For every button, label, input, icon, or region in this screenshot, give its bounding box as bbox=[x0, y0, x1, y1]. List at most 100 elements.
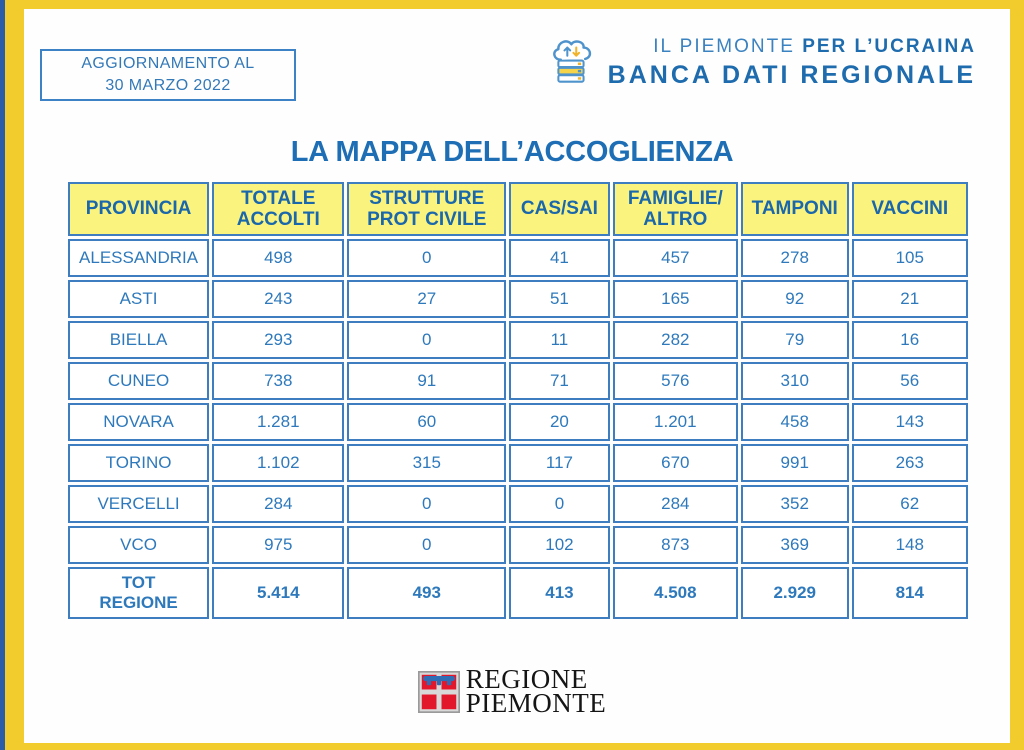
value-cell: 670 bbox=[612, 444, 738, 482]
column-header: CAS/SAI bbox=[509, 182, 610, 236]
value-cell: 117 bbox=[509, 444, 610, 482]
value-cell: 91 bbox=[347, 362, 507, 400]
column-header: FAMIGLIE/ ALTRO bbox=[612, 182, 738, 236]
value-cell: 51 bbox=[509, 280, 610, 318]
value-cell: 369 bbox=[740, 526, 849, 564]
value-cell: 105 bbox=[851, 239, 968, 277]
table-row: NOVARA 1.281 60 20 1.201 458 143 bbox=[68, 403, 968, 441]
update-date-line1: AGGIORNAMENTO AL bbox=[81, 55, 255, 73]
value-cell: 576 bbox=[612, 362, 738, 400]
value-cell: 71 bbox=[509, 362, 610, 400]
value-cell: 11 bbox=[509, 321, 610, 359]
brand-line2: BANCA DATI REGIONALE bbox=[607, 61, 976, 89]
province-cell: NOVARA bbox=[68, 403, 210, 441]
value-cell: 873 bbox=[612, 526, 738, 564]
reception-table-wrap: PROVINCIA TOTALE ACCOLTI STRUTTURE PROT CI… bbox=[62, 179, 974, 622]
province-cell: BIELLA bbox=[68, 321, 210, 359]
value-cell: 293 bbox=[212, 321, 345, 359]
value-cell: 282 bbox=[612, 321, 738, 359]
value-cell: 62 bbox=[851, 485, 968, 523]
page-title: LA MAPPA DELL’ACCOGLIENZA bbox=[290, 136, 734, 168]
value-cell: 458 bbox=[740, 403, 849, 441]
value-cell: 102 bbox=[509, 526, 610, 564]
value-cell: 493 bbox=[347, 567, 507, 619]
table-row: VCO 975 0 102 873 369 148 bbox=[68, 526, 968, 564]
value-cell: 284 bbox=[612, 485, 738, 523]
value-cell: 243 bbox=[212, 280, 345, 318]
province-cell: ALESSANDRIA bbox=[68, 239, 210, 277]
value-cell: 143 bbox=[851, 403, 968, 441]
left-edge-blue-stripe bbox=[0, 0, 5, 750]
value-cell: 1.201 bbox=[612, 403, 738, 441]
value-cell: 738 bbox=[212, 362, 345, 400]
value-cell: 27 bbox=[347, 280, 507, 318]
table-row: ASTI 243 27 51 165 92 21 bbox=[68, 280, 968, 318]
province-cell: VERCELLI bbox=[68, 485, 210, 523]
piemonte-shield-icon bbox=[417, 669, 460, 715]
update-date-box: AGGIORNAMENTO AL 30 MARZO 2022 bbox=[40, 49, 296, 101]
column-header: TAMPONI bbox=[740, 182, 849, 236]
reception-table: PROVINCIA TOTALE ACCOLTI STRUTTURE PROT CI… bbox=[65, 179, 971, 622]
total-row: TOT REGIONE 5.414 493 413 4.508 2.929 814 bbox=[68, 567, 968, 619]
update-date-line2: 30 MARZO 2022 bbox=[105, 77, 231, 94]
value-cell: 284 bbox=[212, 485, 345, 523]
value-cell: 5.414 bbox=[212, 567, 345, 619]
column-header: PROVINCIA bbox=[68, 182, 210, 236]
value-cell: 0 bbox=[347, 485, 507, 523]
table-row: VERCELLI 284 0 0 284 352 62 bbox=[68, 485, 968, 523]
footer-logo: REGIONE PIEMONTE bbox=[0, 664, 1024, 718]
value-cell: 4.508 bbox=[612, 567, 738, 619]
column-header: STRUTTURE PROT CIVILE bbox=[347, 182, 507, 236]
brand-line1-regular: IL PIEMONTE bbox=[653, 36, 803, 57]
footer-logo-line1: REGIONE bbox=[465, 664, 588, 694]
value-cell: 60 bbox=[347, 403, 507, 441]
value-cell: 20 bbox=[509, 403, 610, 441]
value-cell: 165 bbox=[612, 280, 738, 318]
value-cell: 278 bbox=[740, 239, 849, 277]
value-cell: 457 bbox=[612, 239, 738, 277]
table-row: ALESSANDRIA 498 0 41 457 278 105 bbox=[68, 239, 968, 277]
value-cell: 975 bbox=[212, 526, 345, 564]
footer-logo-line2: PIEMONTE bbox=[465, 687, 607, 718]
value-cell: 0 bbox=[347, 526, 507, 564]
brand-line1: IL PIEMONTE PER L’UCRAINA bbox=[608, 36, 976, 58]
value-cell: 0 bbox=[347, 321, 507, 359]
table-row: BIELLA 293 0 11 282 79 16 bbox=[68, 321, 968, 359]
table-header-row: PROVINCIA TOTALE ACCOLTI STRUTTURE PROT CI… bbox=[68, 182, 968, 236]
column-header: TOTALE ACCOLTI bbox=[212, 182, 345, 236]
footer-logo-text: REGIONE PIEMONTE bbox=[465, 664, 607, 718]
cloud-database-icon bbox=[547, 37, 599, 89]
value-cell: 0 bbox=[509, 485, 610, 523]
province-cell: TOT REGIONE bbox=[68, 567, 210, 619]
value-cell: 991 bbox=[740, 444, 849, 482]
value-cell: 16 bbox=[851, 321, 968, 359]
value-cell: 1.102 bbox=[212, 444, 345, 482]
value-cell: 498 bbox=[212, 239, 345, 277]
brand-text: IL PIEMONTE PER L’UCRAINA BANCA DATI REG… bbox=[608, 36, 976, 90]
value-cell: 352 bbox=[740, 485, 849, 523]
value-cell: 21 bbox=[851, 280, 968, 318]
table-row: CUNEO 738 91 71 576 310 56 bbox=[68, 362, 968, 400]
province-cell: TORINO bbox=[68, 444, 210, 482]
province-cell: CUNEO bbox=[68, 362, 210, 400]
value-cell: 56 bbox=[851, 362, 968, 400]
value-cell: 79 bbox=[740, 321, 849, 359]
value-cell: 148 bbox=[851, 526, 968, 564]
value-cell: 315 bbox=[347, 444, 507, 482]
value-cell: 263 bbox=[851, 444, 968, 482]
value-cell: 0 bbox=[347, 239, 507, 277]
value-cell: 92 bbox=[740, 280, 849, 318]
table-body: ALESSANDRIA 498 0 41 457 278 105 ASTI 243 27 51 165… bbox=[68, 239, 968, 619]
province-cell: VCO bbox=[68, 526, 210, 564]
table-row: TORINO 1.102 315 117 670 991 263 bbox=[68, 444, 968, 482]
column-header: VACCINI bbox=[851, 182, 968, 236]
brand-line1-bold: PER L’UCRAINA bbox=[802, 36, 976, 57]
value-cell: 2.929 bbox=[740, 567, 849, 619]
province-cell: ASTI bbox=[68, 280, 210, 318]
value-cell: 41 bbox=[509, 239, 610, 277]
value-cell: 1.281 bbox=[212, 403, 345, 441]
value-cell: 413 bbox=[509, 567, 610, 619]
brand-header: IL PIEMONTE PER L’UCRAINA BANCA DATI REG… bbox=[547, 36, 976, 90]
value-cell: 310 bbox=[740, 362, 849, 400]
value-cell: 814 bbox=[851, 567, 968, 619]
